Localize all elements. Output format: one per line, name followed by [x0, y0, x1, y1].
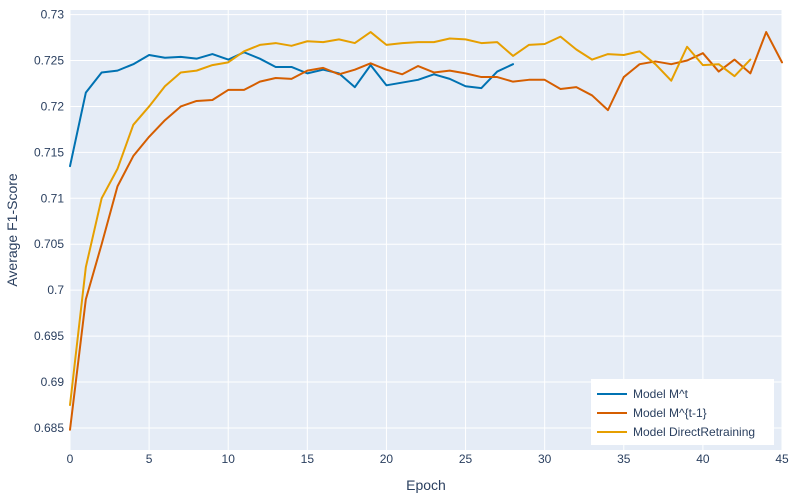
y-axis-title: Average F1-Score [4, 173, 20, 287]
y-tick-label: 0.695 [34, 329, 64, 343]
legend-label: Model DirectRetraining [633, 425, 755, 439]
legend-label: Model M^t [633, 387, 689, 401]
y-tick-label: 0.7 [47, 283, 64, 297]
y-tick-label: 0.72 [41, 99, 65, 113]
x-tick-label: 20 [380, 452, 394, 466]
legend: Model M^t Model M^{t-1} Model DirectRetrai… [591, 379, 774, 445]
x-tick-label: 45 [775, 452, 789, 466]
x-tick-label: 10 [222, 452, 236, 466]
y-tick-label: 0.715 [34, 145, 64, 159]
y-tick-label: 0.685 [34, 421, 64, 435]
y-tick-label: 0.73 [41, 8, 65, 22]
x-tick-label: 30 [538, 452, 552, 466]
y-axis-ticks: 0.685 0.69 0.695 0.7 0.705 0.71 0.715 0.72 0.725… [34, 8, 64, 435]
plot-background [70, 10, 782, 450]
y-tick-label: 0.71 [41, 191, 65, 205]
series-line-0 [69, 51, 515, 168]
series-lines [69, 31, 783, 431]
x-axis-title: Epoch [406, 477, 446, 493]
y-tick-label: 0.705 [34, 237, 64, 251]
x-tick-label: 15 [301, 452, 315, 466]
series-line-1 [69, 31, 783, 431]
x-tick-label: 5 [146, 452, 153, 466]
x-tick-label: 0 [67, 452, 74, 466]
x-axis-ticks: 0 5 10 15 20 25 30 35 40 45 [67, 452, 789, 466]
y-tick-label: 0.69 [41, 375, 65, 389]
x-tick-label: 25 [459, 452, 473, 466]
x-tick-label: 35 [617, 452, 631, 466]
series-line-2 [69, 31, 752, 406]
legend-label: Model M^{t-1} [633, 406, 707, 420]
x-tick-label: 40 [696, 452, 710, 466]
y-tick-label: 0.725 [34, 54, 64, 68]
